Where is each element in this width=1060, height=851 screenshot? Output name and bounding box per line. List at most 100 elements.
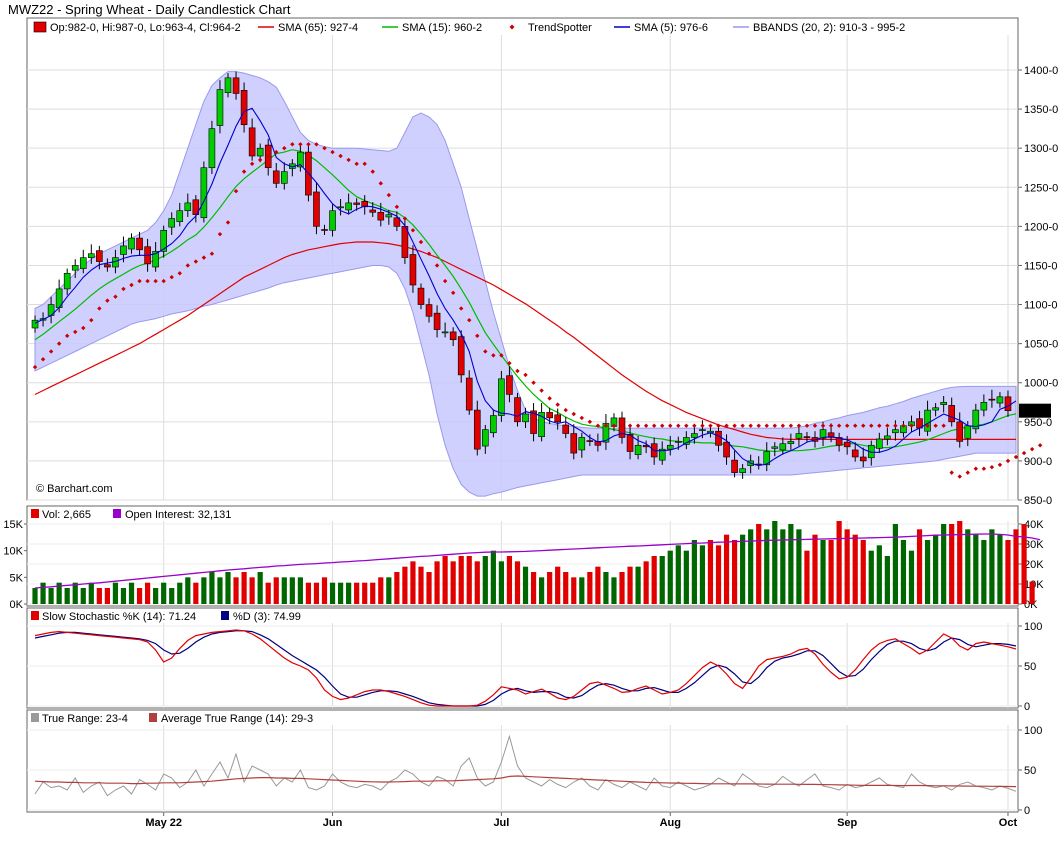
price-tick-label: 1200-0	[1024, 221, 1058, 233]
volume-bar	[603, 572, 609, 604]
volume-bar	[474, 561, 480, 604]
open-interest-line	[34, 533, 1041, 589]
volume-bar	[828, 540, 834, 604]
volume-bar	[313, 582, 320, 604]
volume-bar	[796, 529, 802, 604]
trendspotter-marker	[917, 423, 922, 428]
candle-body	[972, 409, 980, 430]
volume-bar	[112, 582, 119, 604]
candle-body	[634, 444, 642, 455]
candle-body	[63, 272, 71, 290]
volume-bar	[715, 545, 722, 604]
volume-bar	[587, 572, 593, 604]
trendspotter-marker	[81, 325, 86, 331]
trendspotter-marker	[909, 423, 914, 428]
volume-bar	[981, 540, 987, 604]
candle-body	[892, 429, 899, 434]
volume-bar	[643, 561, 649, 604]
trendspotter-marker	[1029, 446, 1035, 452]
oi-legend-text: Open Interest: 32,131	[125, 509, 231, 521]
candle-body	[200, 167, 208, 219]
ohlc-legend-text: Op:982-0, Hi:987-0, Lo:963-4, Cl:964-2	[50, 22, 241, 34]
trendspotter-marker	[225, 220, 231, 225]
volume-bar	[185, 577, 191, 604]
sma15-legend-text: SMA (15): 960-2	[402, 22, 482, 34]
candle-body	[152, 251, 159, 268]
trendspotter-marker	[555, 402, 560, 407]
trendspotter-marker	[812, 423, 818, 428]
price-tick-label: 850-0	[1024, 495, 1052, 507]
volume-bar	[707, 540, 714, 604]
atr-legend-swatch	[149, 713, 157, 722]
volume-bar	[772, 513, 778, 604]
candle-body	[216, 89, 224, 126]
trendspotter-marker	[788, 423, 794, 428]
volume-bar	[273, 577, 279, 604]
candle-body	[176, 210, 184, 222]
volume-bar	[973, 534, 979, 604]
volume-bar	[337, 582, 344, 604]
trendspotter-marker	[1005, 458, 1011, 464]
candle-body	[160, 229, 167, 252]
volume-bar	[490, 550, 496, 604]
chart-title: MWZ22 - Spring Wheat - Daily Candlestick…	[8, 2, 291, 17]
vol-legend-swatch	[31, 509, 39, 518]
trendspotter-marker	[338, 153, 343, 159]
oi-legend-swatch	[113, 509, 121, 518]
trendspotter-marker	[740, 423, 745, 428]
volume-bar	[675, 545, 681, 604]
volume-bar	[418, 566, 424, 604]
trendspotter-marker	[611, 423, 617, 428]
trendspotter-marker	[145, 278, 150, 284]
volume-bar	[748, 529, 754, 604]
volume-bar	[651, 556, 657, 604]
trendspotter-marker	[442, 278, 448, 284]
trendspotter-marker	[346, 157, 351, 163]
trendspotter-marker	[732, 423, 737, 428]
volume-bar	[104, 588, 110, 604]
true-range-line	[34, 734, 1017, 797]
oi-tick-label: 40K	[1024, 519, 1044, 531]
candle-body	[441, 331, 449, 334]
volume-bar	[965, 529, 971, 604]
atr-line	[34, 775, 1017, 788]
volume-bar	[177, 582, 183, 604]
volume-bar	[201, 577, 207, 604]
volume-bar	[297, 577, 303, 604]
trendspotter-marker	[772, 423, 777, 428]
trendspotter-marker	[161, 278, 166, 284]
volume-bar	[96, 588, 102, 604]
sma65-line	[34, 241, 1016, 440]
stoch-k-legend-text: Slow Stochastic %K (14): 71.24	[42, 611, 196, 623]
volume-bar	[1005, 540, 1011, 604]
volume-bar	[378, 577, 384, 604]
volume-bar	[619, 572, 625, 604]
volume-bar	[844, 529, 850, 604]
volume-bar	[997, 534, 1003, 604]
candle-body	[232, 77, 240, 94]
price-tick-label: 1150-0	[1024, 260, 1057, 272]
candle-body	[425, 304, 433, 317]
sma5-legend-text: SMA (5): 976-6	[634, 22, 708, 34]
trendspotter-marker	[475, 333, 480, 339]
trendspotter-marker	[668, 423, 673, 428]
trendspotter-marker	[579, 415, 585, 421]
trendspotter-marker	[450, 290, 456, 296]
vol-legend-text: Vol: 2,665	[42, 509, 91, 521]
candle-body	[377, 211, 385, 221]
trendspotter-marker	[105, 298, 110, 303]
candle-body	[385, 214, 393, 218]
volume-tick-label: 10K	[3, 546, 23, 558]
trendspotter-marker	[507, 360, 512, 366]
candle-body	[192, 199, 200, 215]
trendspotter-marker	[716, 423, 721, 428]
volume-bar	[402, 566, 408, 604]
volume-bar	[466, 556, 472, 604]
candle-body	[956, 421, 964, 442]
stoch-tick-label: 100	[1024, 621, 1042, 633]
candle-body	[876, 438, 883, 449]
candle-body	[31, 319, 39, 329]
candle-body	[723, 441, 730, 458]
candle-body	[409, 254, 417, 286]
